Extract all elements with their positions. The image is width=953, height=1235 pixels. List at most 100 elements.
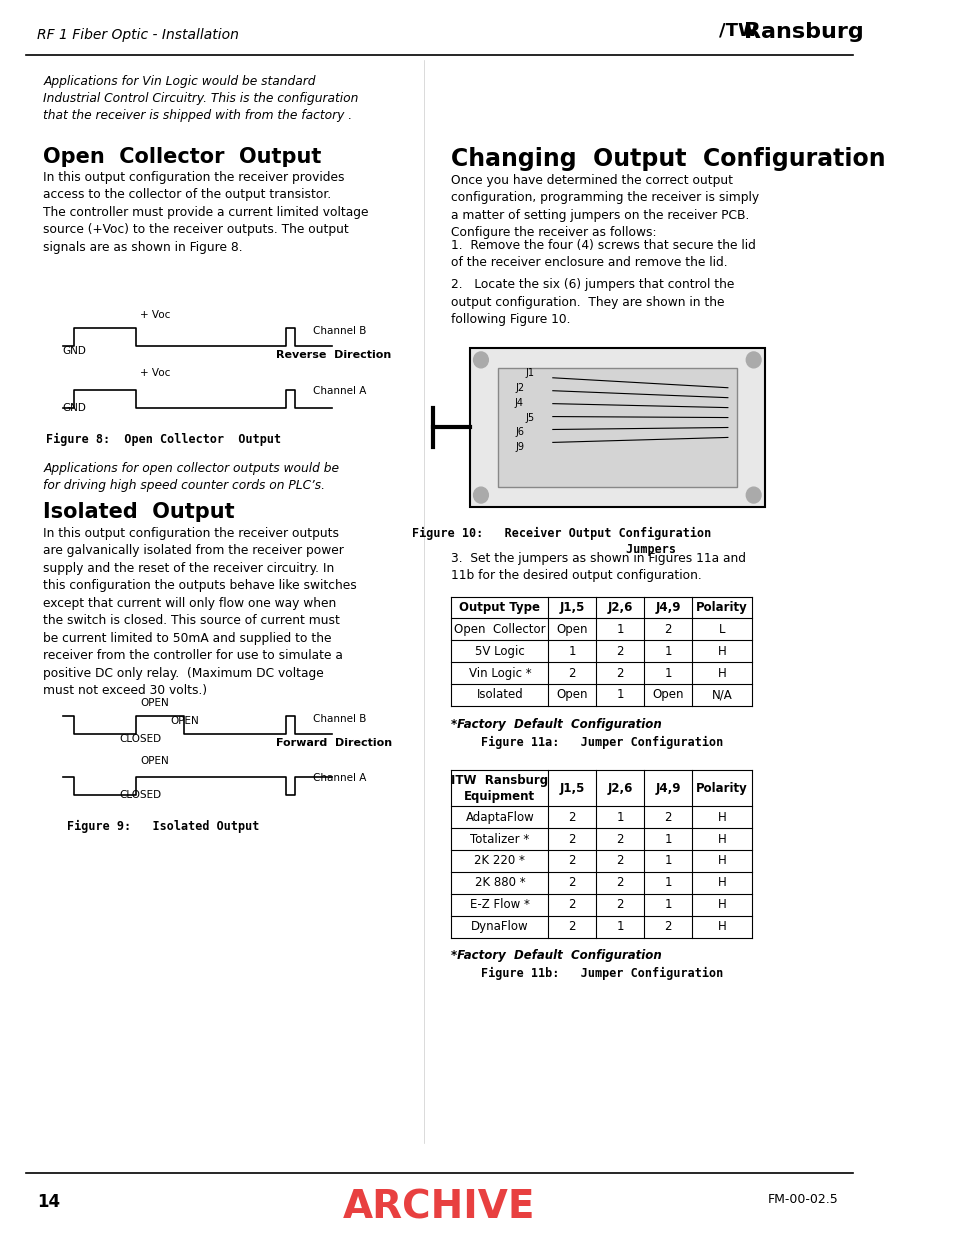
Text: 2: 2 bbox=[616, 877, 623, 889]
Text: In this output configuration the receiver provides
access to the collector of th: In this output configuration the receive… bbox=[43, 170, 369, 254]
Text: H: H bbox=[717, 645, 725, 658]
Text: 3.  Set the jumpers as shown in Figures 11a and
11b for the desired output confi: 3. Set the jumpers as shown in Figures 1… bbox=[451, 552, 745, 582]
Text: 2: 2 bbox=[663, 810, 671, 824]
Text: E-Z Flow *: E-Z Flow * bbox=[470, 898, 529, 911]
Text: Channel B: Channel B bbox=[313, 326, 366, 336]
Text: Figure 9:   Isolated Output: Figure 9: Isolated Output bbox=[67, 820, 259, 834]
Text: J5: J5 bbox=[524, 412, 534, 422]
Text: 1: 1 bbox=[616, 810, 623, 824]
Text: 1: 1 bbox=[663, 645, 671, 658]
Text: ITW  Ransburg
Equipment: ITW Ransburg Equipment bbox=[451, 774, 548, 803]
Text: 1: 1 bbox=[663, 898, 671, 911]
Text: *Factory  Default  Configuration: *Factory Default Configuration bbox=[451, 950, 661, 962]
Text: Figure 10:   Receiver Output Configuration
                         Jumpers: Figure 10: Receiver Output Configuration… bbox=[412, 527, 711, 556]
Text: Once you have determined the correct output
configuration, programming the recei: Once you have determined the correct out… bbox=[451, 174, 759, 240]
Circle shape bbox=[473, 487, 488, 503]
Text: H: H bbox=[717, 810, 725, 824]
Text: J1,5: J1,5 bbox=[558, 601, 584, 614]
Circle shape bbox=[745, 352, 760, 368]
Text: J4: J4 bbox=[514, 398, 522, 408]
Text: H: H bbox=[717, 855, 725, 867]
Text: 2: 2 bbox=[568, 877, 576, 889]
Text: Open: Open bbox=[652, 688, 683, 701]
Text: 2: 2 bbox=[616, 667, 623, 679]
Text: 1.  Remove the four (4) screws that secure the lid
of the receiver enclosure and: 1. Remove the four (4) screws that secur… bbox=[451, 238, 756, 269]
Text: In this output configuration the receiver outputs
are galvanically isolated from: In this output configuration the receive… bbox=[43, 527, 356, 698]
Text: 1: 1 bbox=[663, 877, 671, 889]
Text: 2: 2 bbox=[568, 832, 576, 846]
Text: CLOSED: CLOSED bbox=[120, 790, 162, 800]
Text: GND: GND bbox=[63, 403, 87, 412]
Text: CLOSED: CLOSED bbox=[120, 734, 162, 743]
Text: 2: 2 bbox=[568, 898, 576, 911]
Circle shape bbox=[745, 487, 760, 503]
Text: H: H bbox=[717, 877, 725, 889]
Text: J1,5: J1,5 bbox=[558, 782, 584, 795]
Text: 2: 2 bbox=[616, 832, 623, 846]
Text: GND: GND bbox=[63, 346, 87, 356]
Text: Open: Open bbox=[556, 688, 587, 701]
Circle shape bbox=[473, 352, 488, 368]
Text: 1: 1 bbox=[616, 920, 623, 934]
Text: Forward  Direction: Forward Direction bbox=[276, 737, 392, 747]
Text: Open  Collector  Output: Open Collector Output bbox=[43, 147, 321, 167]
Text: H: H bbox=[717, 667, 725, 679]
Text: Polarity: Polarity bbox=[696, 782, 747, 795]
Text: J2,6: J2,6 bbox=[607, 782, 632, 795]
Text: 2: 2 bbox=[663, 622, 671, 636]
Text: J6: J6 bbox=[516, 427, 524, 437]
Text: L: L bbox=[718, 622, 724, 636]
Text: Channel A: Channel A bbox=[313, 385, 366, 395]
Text: 2: 2 bbox=[663, 920, 671, 934]
Text: 2: 2 bbox=[568, 667, 576, 679]
Text: Open: Open bbox=[556, 622, 587, 636]
Text: J2,6: J2,6 bbox=[607, 601, 632, 614]
Text: J1: J1 bbox=[524, 368, 534, 378]
Text: 1: 1 bbox=[663, 832, 671, 846]
Text: N/A: N/A bbox=[711, 688, 732, 701]
Text: Vin Logic *: Vin Logic * bbox=[468, 667, 531, 679]
Text: 2: 2 bbox=[616, 855, 623, 867]
Text: Channel A: Channel A bbox=[313, 773, 366, 783]
Text: OPEN: OPEN bbox=[140, 698, 169, 708]
Text: Isolated  Output: Isolated Output bbox=[43, 503, 234, 522]
Text: Ransburg: Ransburg bbox=[743, 22, 863, 42]
Bar bbox=[497, 368, 737, 487]
Text: 2: 2 bbox=[616, 898, 623, 911]
Text: Figure 8:  Open Collector  Output: Figure 8: Open Collector Output bbox=[46, 432, 280, 446]
Text: Applications for Vin Logic would be standard
Industrial Control Circuitry. This : Applications for Vin Logic would be stan… bbox=[43, 74, 358, 121]
Text: OPEN: OPEN bbox=[171, 716, 199, 726]
Text: J4,9: J4,9 bbox=[655, 601, 680, 614]
Text: AdaptaFlow: AdaptaFlow bbox=[465, 810, 534, 824]
Text: 1: 1 bbox=[616, 688, 623, 701]
Text: H: H bbox=[717, 898, 725, 911]
Text: DynaFlow: DynaFlow bbox=[471, 920, 528, 934]
Text: 2: 2 bbox=[616, 645, 623, 658]
Text: 1: 1 bbox=[663, 855, 671, 867]
Text: 2K 880 *: 2K 880 * bbox=[474, 877, 524, 889]
Text: Changing  Output  Configuration: Changing Output Configuration bbox=[451, 147, 885, 172]
Text: + Voc: + Voc bbox=[140, 310, 171, 320]
Text: 2: 2 bbox=[568, 920, 576, 934]
Text: J4,9: J4,9 bbox=[655, 782, 680, 795]
Text: Applications for open collector outputs would be
for driving high speed counter : Applications for open collector outputs … bbox=[43, 462, 339, 493]
Text: 2K 220 *: 2K 220 * bbox=[474, 855, 525, 867]
Text: + Voc: + Voc bbox=[140, 368, 171, 378]
Text: J2: J2 bbox=[516, 383, 524, 393]
Text: 14: 14 bbox=[37, 1193, 60, 1212]
Text: Isolated: Isolated bbox=[476, 688, 522, 701]
Text: *Factory  Default  Configuration: *Factory Default Configuration bbox=[451, 718, 661, 731]
Text: OPEN: OPEN bbox=[140, 756, 169, 766]
Text: J9: J9 bbox=[516, 442, 524, 452]
Text: H: H bbox=[717, 832, 725, 846]
Text: FM-00-02.5: FM-00-02.5 bbox=[767, 1193, 838, 1207]
Text: Reverse  Direction: Reverse Direction bbox=[276, 350, 392, 359]
Text: Totalizer *: Totalizer * bbox=[470, 832, 529, 846]
Text: 2: 2 bbox=[568, 810, 576, 824]
Text: ARCHIVE: ARCHIVE bbox=[343, 1188, 536, 1226]
Text: 2: 2 bbox=[568, 855, 576, 867]
Text: Output Type: Output Type bbox=[458, 601, 539, 614]
Text: Open  Collector: Open Collector bbox=[454, 622, 545, 636]
Text: 1: 1 bbox=[663, 667, 671, 679]
Text: Figure 11a:   Jumper Configuration: Figure 11a: Jumper Configuration bbox=[480, 736, 722, 748]
